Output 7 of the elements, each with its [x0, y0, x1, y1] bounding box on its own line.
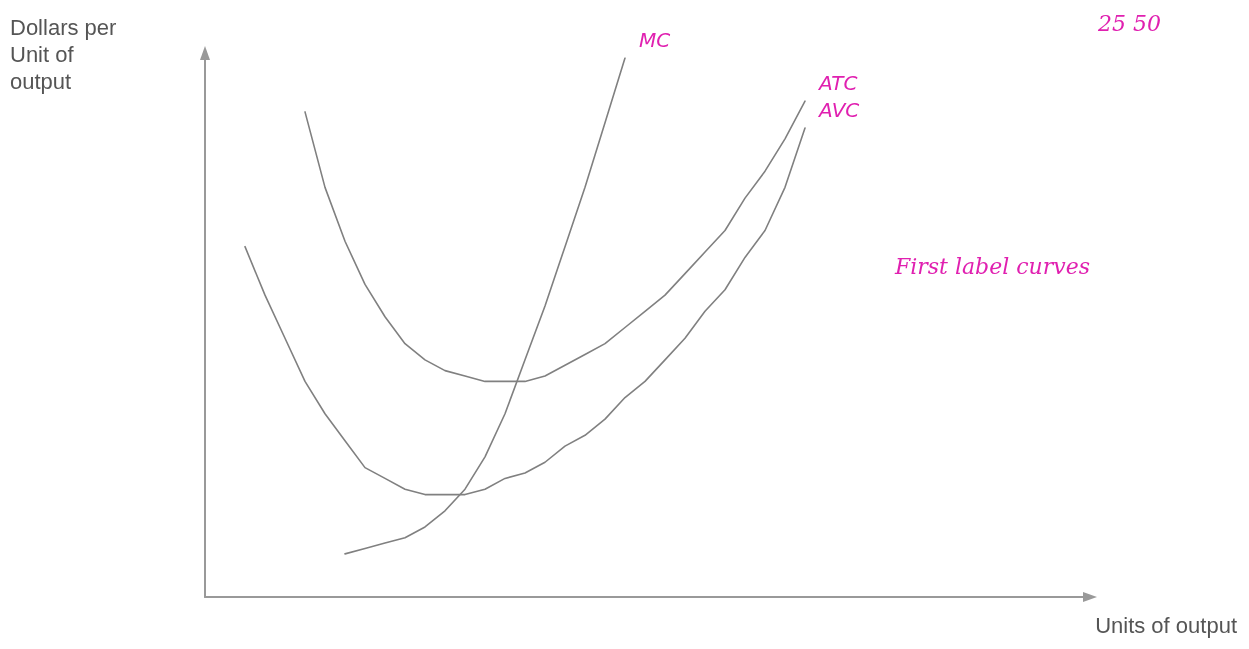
annotation: First label curves: [894, 253, 1090, 279]
text: 25 50: [1097, 10, 1161, 36]
y-axis-title: Dollars per Unit of output: [10, 15, 123, 94]
series-label: AVC: [817, 98, 860, 123]
x-axis-title: Units of output: [1095, 612, 1238, 638]
series-label: ATC: [817, 71, 858, 96]
series-label: MC: [639, 28, 671, 52]
